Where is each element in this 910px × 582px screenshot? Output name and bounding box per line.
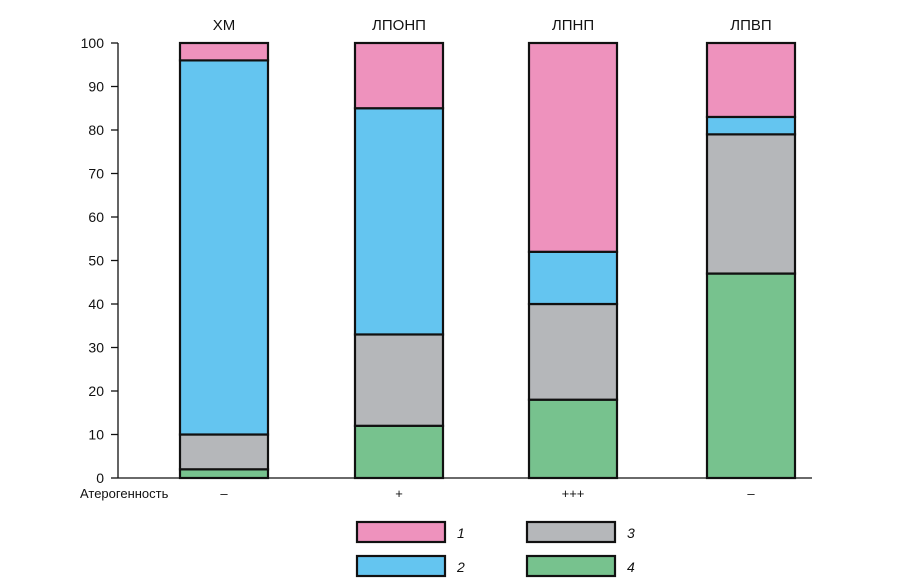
bar-segment-series-4: [178, 468, 270, 480]
bar-segment-series-4: [527, 398, 619, 480]
bar-segment-series-1: [705, 41, 797, 119]
legend-swatch-2: [355, 554, 447, 578]
y-tick-label: 20: [88, 383, 104, 399]
bar-segment-series-3: [178, 433, 270, 471]
legend-swatch-1: [355, 520, 447, 544]
y-tick-label: 100: [81, 35, 105, 51]
legend-label: 4: [627, 559, 635, 575]
bars-group: [178, 41, 797, 480]
bar-segment-series-2: [705, 115, 797, 136]
atherogenicity-row: Атерогенность – + +++ –: [80, 486, 755, 501]
y-tick-label: 70: [88, 166, 104, 182]
legend-label: 2: [456, 559, 465, 575]
category-labels: ХМ ЛПОНП ЛПНП ЛПВП: [213, 17, 772, 34]
y-axis: 0 10 20 30 40 50 60 70 80 90 100: [81, 35, 119, 486]
bar-segment-series-2: [178, 59, 270, 436]
atherogenicity-value: +: [395, 486, 403, 501]
bar-segment-series-3: [705, 133, 797, 275]
category-label: ХМ: [213, 17, 236, 34]
category-label: ЛПВП: [730, 17, 771, 34]
y-tick-label: 50: [88, 253, 104, 269]
y-tick-label: 40: [88, 296, 104, 312]
bar-segment-series-4: [353, 424, 445, 480]
bar-segment-series-2: [527, 250, 619, 306]
bar-segment-series-1: [178, 41, 270, 62]
legend-label: 3: [627, 525, 635, 541]
category-label: ЛПНП: [552, 17, 594, 34]
bar-segment-series-1: [353, 41, 445, 110]
atherogenicity-value: +++: [562, 486, 585, 501]
category-label: ЛПОНП: [372, 17, 426, 34]
legend-label: 1: [457, 525, 465, 541]
bar-segment-series-3: [527, 302, 619, 401]
y-tick-label: 80: [88, 122, 104, 138]
atherogenicity-label: Атерогенность: [80, 486, 169, 501]
y-tick-label: 30: [88, 340, 104, 356]
bar-segment-series-1: [527, 41, 619, 253]
y-tick-label: 90: [88, 79, 104, 95]
bar-segment-series-4: [705, 272, 797, 480]
bar-segment-series-3: [353, 333, 445, 427]
y-tick-label: 60: [88, 209, 104, 225]
legend: 1 3 2 4: [355, 520, 635, 578]
legend-swatch-3: [525, 520, 617, 544]
legend-swatch-4: [525, 554, 617, 578]
y-tick-label: 0: [96, 470, 104, 486]
atherogenicity-value: –: [220, 486, 228, 501]
atherogenicity-value: –: [747, 486, 755, 501]
bar-segment-series-2: [353, 107, 445, 336]
y-tick-label: 10: [88, 427, 104, 443]
